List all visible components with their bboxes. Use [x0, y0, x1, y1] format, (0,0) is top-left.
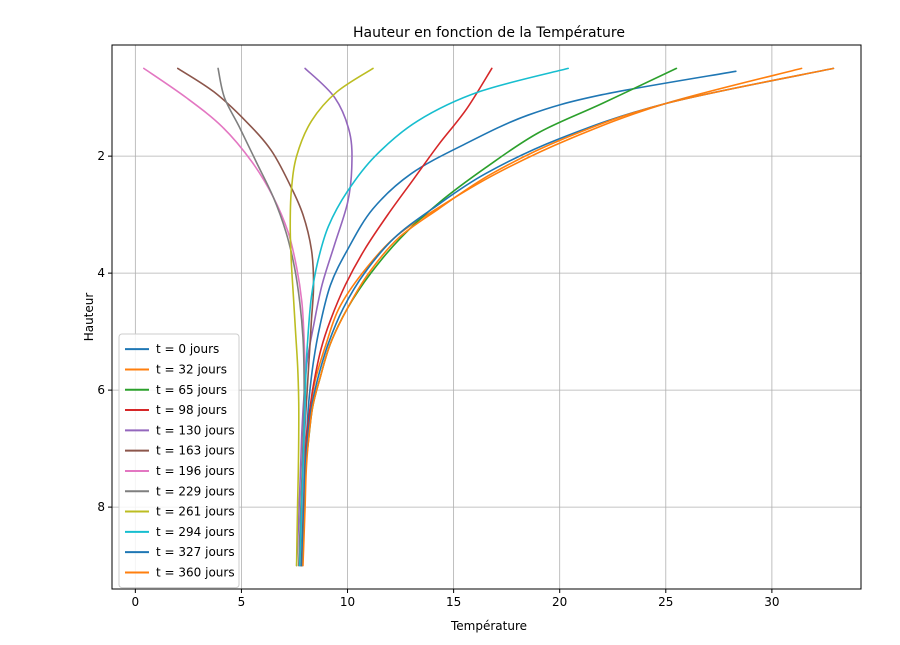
legend-label: t = 360 jours: [156, 565, 235, 579]
legend-label: t = 32 jours: [156, 362, 227, 376]
y-tick-label: 4: [97, 266, 105, 280]
x-axis: 0 5 10 15 20 25 30: [132, 589, 780, 609]
legend-label: t = 163 jours: [156, 444, 235, 458]
legend-label: t = 130 jours: [156, 423, 235, 437]
x-tick-label: 10: [340, 595, 355, 609]
y-tick-label: 8: [97, 500, 105, 514]
legend-label: t = 294 jours: [156, 525, 235, 539]
legend-label: t = 65 jours: [156, 383, 227, 397]
legend-label: t = 229 jours: [156, 484, 235, 498]
series-line-3: [300, 67, 493, 567]
x-tick-label: 30: [764, 595, 779, 609]
series-line-2: [301, 67, 678, 567]
series-line-9: [298, 67, 569, 567]
legend-label: t = 196 jours: [156, 464, 235, 478]
series-line-10: [301, 67, 835, 567]
y-tick-label: 6: [97, 383, 105, 397]
x-tick-label: 15: [446, 595, 461, 609]
legend: t = 0 jours t = 32 jours t = 65 jours t = 9…: [118, 333, 240, 589]
x-tick-label: 20: [552, 595, 567, 609]
x-tick-label: 0: [132, 595, 140, 609]
legend-box: [118, 333, 240, 589]
chart-title: Hauteur en fonction de la Température: [353, 25, 625, 41]
series-line-7: [217, 67, 305, 567]
series-group: [143, 67, 835, 567]
y-axis: 2 4 6 8: [97, 149, 112, 514]
y-axis-label: Hauteur: [82, 293, 96, 342]
legend-label: t = 261 jours: [156, 505, 235, 519]
x-tick-label: 5: [238, 595, 246, 609]
plot-frame: [111, 44, 862, 590]
legend-label: t = 0 jours: [156, 342, 219, 356]
x-axis-label: Température: [450, 619, 527, 633]
legend-label: t = 98 jours: [156, 403, 227, 417]
legend-label: t = 327 jours: [156, 545, 235, 559]
series-line-11: [302, 67, 835, 567]
x-tick-label: 25: [658, 595, 673, 609]
series-line-8: [289, 67, 374, 567]
y-tick-label: 2: [97, 149, 105, 163]
